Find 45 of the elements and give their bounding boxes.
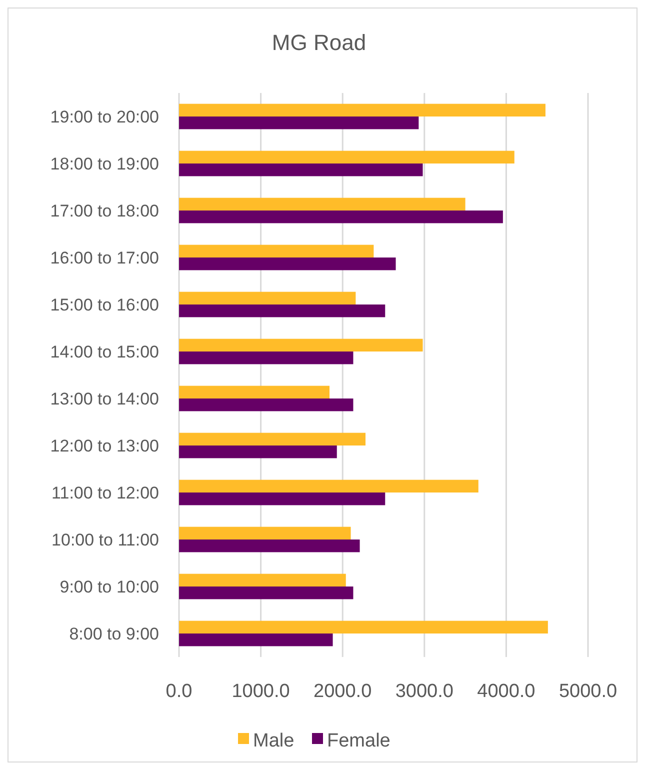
- legend-label: Male: [253, 730, 294, 752]
- bar: [179, 432, 366, 446]
- bar: [179, 480, 478, 492]
- bar: [179, 574, 346, 586]
- bar: [179, 398, 354, 412]
- bar: [179, 586, 354, 600]
- bar: [179, 150, 514, 164]
- y-tick-label: 12:00 to 13:00: [50, 436, 159, 456]
- x-tick-label: 0.0: [166, 681, 192, 702]
- x-tick-label: 3000.0: [395, 681, 454, 702]
- bar: [179, 210, 503, 224]
- y-tick-label: 14:00 to 15:00: [50, 342, 159, 362]
- y-tick-label: 19:00 to 20:00: [50, 107, 159, 126]
- x-tick-label: 5000.0: [558, 681, 618, 702]
- bar: [179, 352, 354, 364]
- y-tick-label: 15:00 to 16:00: [50, 295, 159, 314]
- x-tick-label: 1000.0: [232, 681, 290, 702]
- bar: [179, 446, 337, 458]
- y-tick-label: 17:00 to 18:00: [50, 201, 159, 220]
- bar: [179, 492, 386, 506]
- y-tick-label: 9:00 to 10:00: [60, 577, 159, 596]
- y-tick-label: 11:00 to 12:00: [52, 483, 159, 502]
- bar: [179, 116, 419, 130]
- bar: [179, 164, 423, 176]
- x-tick-label: 2000.0: [314, 681, 372, 702]
- bar: [179, 338, 423, 352]
- bar: [179, 386, 330, 398]
- x-tick-label: 4000.0: [477, 681, 536, 702]
- y-tick-label: 10:00 to 11:00: [52, 530, 159, 550]
- y-tick-label: 18:00 to 19:00: [50, 154, 159, 174]
- bar: [179, 634, 333, 646]
- bar: [179, 526, 351, 540]
- bar: [179, 104, 546, 116]
- y-tick-label: 13:00 to 14:00: [50, 389, 159, 408]
- chart-title: MG Road: [272, 30, 366, 55]
- bar: [179, 304, 386, 318]
- legend-label: Female: [327, 730, 390, 752]
- y-tick-label: 16:00 to 17:00: [50, 248, 159, 268]
- bar: [179, 198, 466, 210]
- bar: [179, 258, 396, 270]
- bar: [179, 244, 374, 258]
- y-tick-label: 8:00 to 9:00: [69, 624, 159, 644]
- bar: [179, 540, 360, 552]
- bar: [179, 292, 356, 304]
- bar: [179, 620, 548, 634]
